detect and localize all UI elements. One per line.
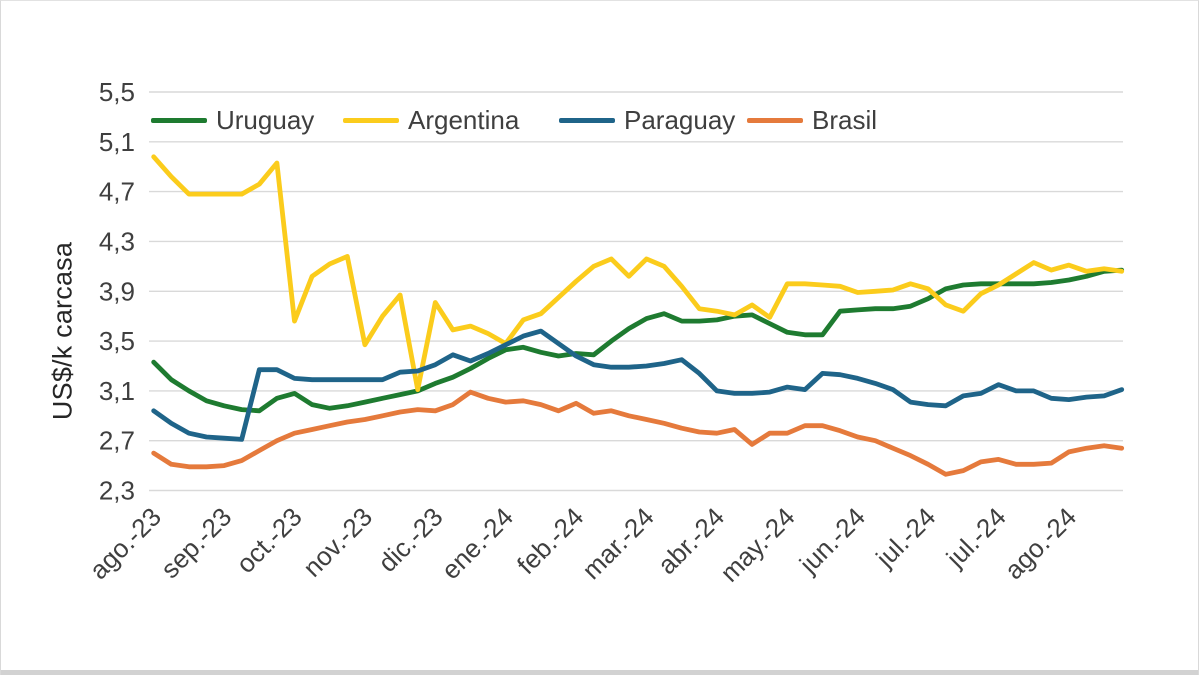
series-line-paraguay <box>151 328 1125 442</box>
y-tick-label: 4,3 <box>99 226 135 256</box>
y-tick-label: 2,7 <box>99 426 135 456</box>
x-tick-label: sep.-23 <box>155 502 238 585</box>
x-tick-label: ago.-23 <box>83 502 167 586</box>
series-line-argentina <box>151 154 1125 393</box>
x-tick-label: jun.-24 <box>793 502 871 580</box>
y-tick-label: 4,7 <box>99 177 135 207</box>
x-tick-label: nov.-23 <box>297 502 378 583</box>
x-tick-label: mar.-24 <box>576 502 660 586</box>
x-tick-label: feb.-24 <box>511 502 589 580</box>
x-tick-label: ene.-24 <box>435 502 519 586</box>
x-tick-label: may.-24 <box>714 502 800 588</box>
series-line-uruguay <box>151 267 1125 414</box>
y-tick-label: 3,1 <box>99 376 135 406</box>
x-tick-label: oct.-23 <box>230 502 307 579</box>
y-tick-label: 2,3 <box>99 476 135 506</box>
bottom-border-bar <box>1 670 1198 675</box>
y-tick-label: 3,5 <box>99 326 135 356</box>
y-tick-label: 3,9 <box>99 276 135 306</box>
y-tick-label: 5,5 <box>99 77 135 107</box>
y-tick-label: 5,1 <box>99 127 135 157</box>
y-axis-title: US$/k carcasa <box>47 241 78 421</box>
x-tick-label: ago.-24 <box>999 502 1083 586</box>
x-tick-label: jul.-24 <box>869 502 941 574</box>
series-line-brasil <box>151 389 1125 477</box>
